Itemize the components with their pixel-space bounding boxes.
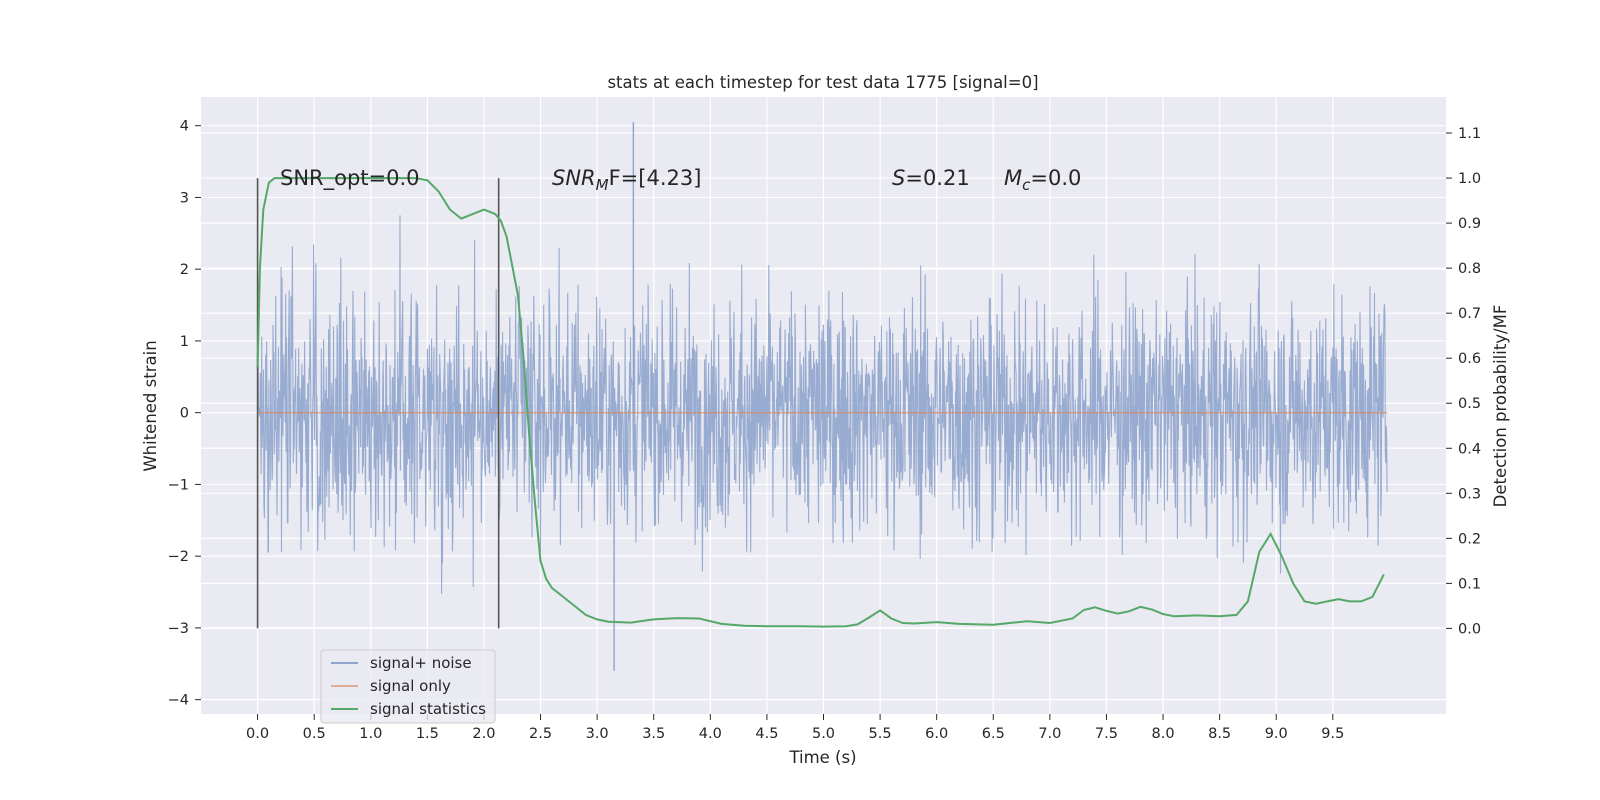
y2-tick-label: 0.7 — [1458, 306, 1481, 322]
y2-tick-label: 0.0 — [1458, 621, 1481, 637]
y-tick-label: 3 — [180, 190, 189, 206]
x-tick-label: 0.0 — [246, 726, 269, 742]
x-tick-label: 2.5 — [529, 726, 552, 742]
legend: signal+ noise signal only signal statist… — [320, 649, 496, 724]
snr-mf-main: SNR — [552, 166, 596, 190]
chart-title: stats at each timestep for test data 177… — [607, 73, 1038, 92]
x-tick-label: 0.5 — [303, 726, 326, 742]
x-tick-label: 9.5 — [1321, 726, 1344, 742]
x-tick-label: 4.5 — [755, 726, 778, 742]
mc-annotation: Mc=0.0 — [1004, 166, 1081, 194]
s-annotation: S=0.21 — [892, 166, 970, 190]
y2-tick-label: 0.6 — [1458, 351, 1481, 367]
x-axis-ticks: 0.0 0.5 1.0 1.5 2.0 2.5 3.0 3.5 4.0 4.5 5.0 5.5 6.0 6… — [246, 714, 1344, 742]
y-tick-label: 1 — [180, 334, 189, 350]
y2-axis-label: Detection probability/MF — [1491, 305, 1510, 508]
legend-label-stats: signal statistics — [370, 700, 486, 718]
y-tick-label: 4 — [180, 119, 189, 135]
y2-tick-label: 0.4 — [1458, 441, 1481, 457]
snr-mf-rest: F=[4.23] — [609, 166, 702, 190]
s-rest: =0.21 — [905, 166, 969, 190]
statistics-series — [256, 177, 1385, 628]
y2-tick-label: 0.9 — [1458, 216, 1481, 232]
y-tick-label: −1 — [168, 477, 189, 493]
y-tick-label: 0 — [180, 406, 189, 422]
legend-label-noise: signal+ noise — [370, 654, 472, 672]
legend-box — [320, 649, 496, 724]
y2-tick-label: 0.2 — [1458, 531, 1481, 547]
y-tick-label: 2 — [180, 262, 189, 278]
x-tick-label: 9.0 — [1265, 726, 1288, 742]
y2-tick-label: 1.0 — [1458, 171, 1481, 187]
mc-main: M — [1004, 166, 1022, 190]
x-tick-label: 1.5 — [416, 726, 439, 742]
y2-tick-label: 1.1 — [1458, 126, 1481, 142]
y2-tick-label: 0.8 — [1458, 261, 1481, 277]
mc-rest: =0.0 — [1030, 166, 1081, 190]
x-tick-label: 7.0 — [1038, 726, 1061, 742]
s-main: S — [892, 166, 905, 190]
x-axis-label: Time (s) — [788, 748, 856, 767]
x-tick-label: 5.5 — [869, 726, 892, 742]
x-tick-label: 3.0 — [586, 726, 609, 742]
x-tick-label: 2.0 — [472, 726, 495, 742]
y-tick-label: −2 — [168, 549, 189, 565]
x-tick-label: 5.0 — [812, 726, 835, 742]
y2-tick-label: 0.3 — [1458, 486, 1481, 502]
y2-tick-label: 0.1 — [1458, 576, 1481, 592]
x-tick-label: 7.5 — [1095, 726, 1118, 742]
x-tick-label: 8.0 — [1152, 726, 1175, 742]
y-tick-label: −3 — [168, 621, 189, 637]
y2-tick-label: 0.5 — [1458, 396, 1481, 412]
x-tick-label: 4.0 — [699, 726, 722, 742]
y2-axis-ticks: 1.1 1.0 0.9 0.8 0.7 0.6 0.5 0.4 0.3 0.2 0.1 0.0 — [1446, 126, 1481, 637]
snr-mf-sub: M — [596, 176, 609, 194]
snr-mf-annotation: SNRMF=[4.23] — [552, 166, 701, 194]
legend-label-signal: signal only — [370, 677, 451, 695]
snr-opt-annotation: SNR_opt=0.0 — [280, 166, 420, 191]
y-tick-label: −4 — [168, 693, 189, 709]
noise-series — [257, 122, 1388, 671]
x-tick-label: 6.0 — [925, 726, 948, 742]
vertical-markers — [256, 178, 500, 629]
x-tick-label: 8.5 — [1208, 726, 1231, 742]
x-tick-label: 6.5 — [982, 726, 1005, 742]
mc-sub: c — [1022, 176, 1031, 194]
x-tick-label: 1.0 — [359, 726, 382, 742]
statistics-line — [256, 177, 1385, 628]
y-axis-label: Whitened strain — [141, 340, 160, 471]
noise-trace — [257, 215, 1388, 595]
y-axis-ticks: 4 3 2 1 0 −1 −2 −3 −4 — [168, 119, 201, 709]
x-tick-label: 3.5 — [642, 726, 665, 742]
